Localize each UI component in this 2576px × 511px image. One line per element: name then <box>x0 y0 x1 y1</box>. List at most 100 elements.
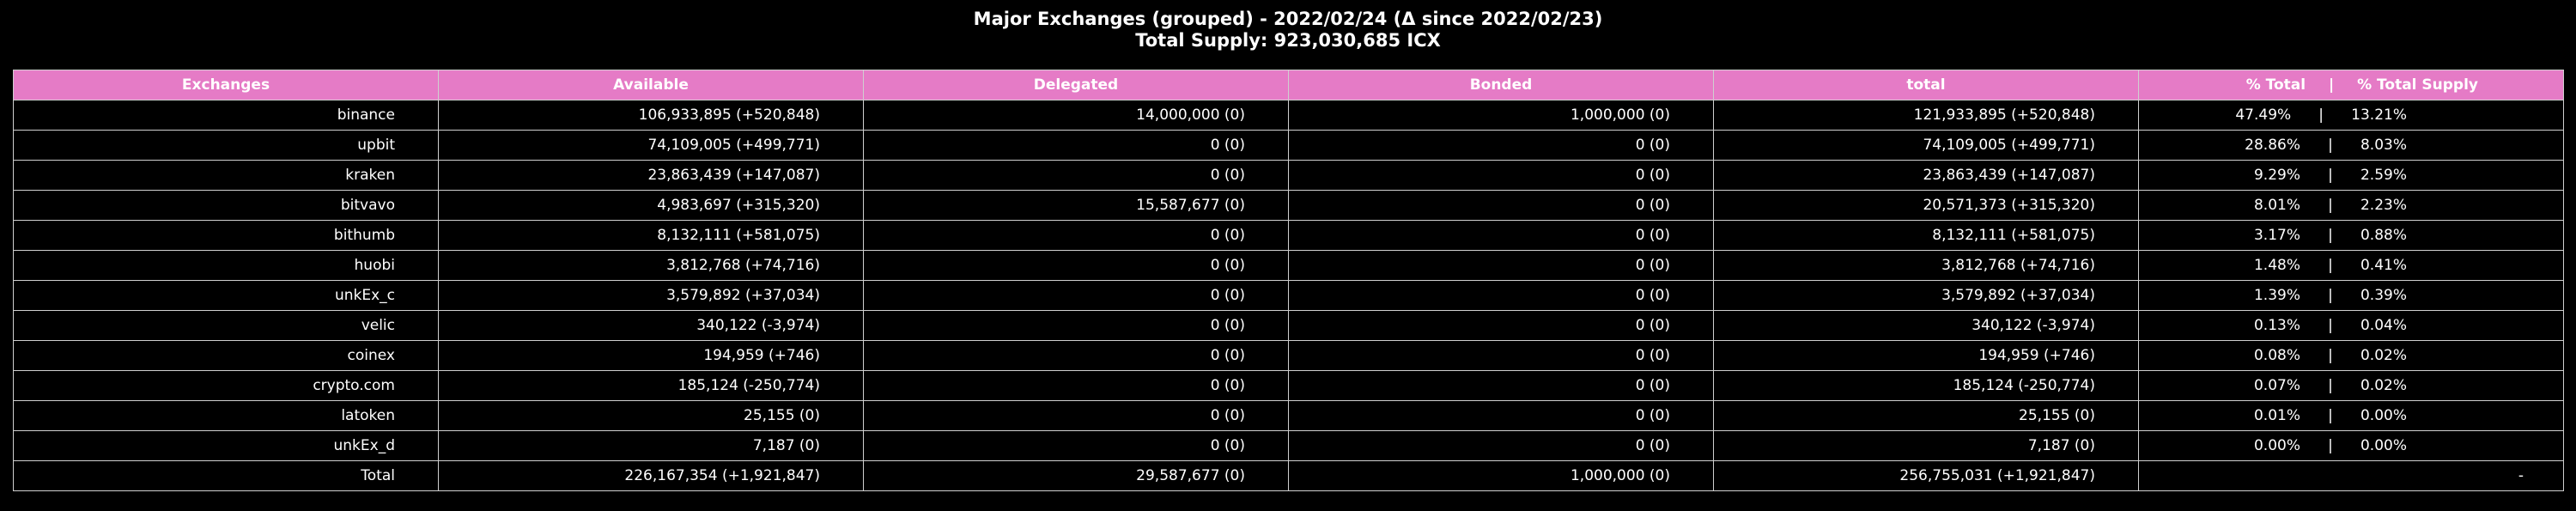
cell-pct-separator: | <box>2328 257 2333 274</box>
header-bonded: Bonded <box>1288 70 1714 100</box>
table-row: upbit 74,109,005 (+499,771) 0 (0) 0 (0) 74,1… <box>13 130 2564 161</box>
cell-pct-supply: 0.04% <box>2360 317 2407 334</box>
table-row: velic 340,122 (-3,974) 0 (0) 0 (0) 340,122 (… <box>13 310 2564 341</box>
header-percent: % Total | % Total Supply <box>2138 70 2564 100</box>
header-exchanges: Exchanges <box>13 70 439 100</box>
cell-pct-separator: | <box>2328 407 2333 424</box>
cell-total: 25,155 (0) <box>1713 400 2139 431</box>
cell-delegated: 0 (0) <box>863 370 1289 401</box>
cell-total: 8,132,111 (+581,075) <box>1713 220 2139 251</box>
cell-percent: 3.17% | 0.88% <box>2138 220 2564 251</box>
cell-pct-separator: | <box>2318 106 2324 124</box>
cell-name: bithumb <box>13 220 439 251</box>
cell-bonded: 0 (0) <box>1288 280 1714 311</box>
cell-total: 194,959 (+746) <box>1713 340 2139 371</box>
cell-available: 25,155 (0) <box>438 400 864 431</box>
table-body: binance 106,933,895 (+520,848) 14,000,000 … <box>13 100 2564 491</box>
exchanges-table: Exchanges Available Delegated Bonded tot… <box>13 70 2564 491</box>
chart-title-block: Major Exchanges (grouped) - 2022/02/24 (… <box>0 9 2576 52</box>
total-cell-delegated: 29,587,677 (0) <box>863 460 1289 491</box>
cell-available: 7,187 (0) <box>438 430 864 461</box>
table-row: latoken 25,155 (0) 0 (0) 0 (0) 25,155 (0) 0.0… <box>13 400 2564 431</box>
cell-percent: 0.08% | 0.02% <box>2138 340 2564 371</box>
cell-pct-supply: 0.41% <box>2360 257 2407 274</box>
cell-pct-supply: 0.00% <box>2360 407 2407 424</box>
cell-total: 23,863,439 (+147,087) <box>1713 160 2139 191</box>
cell-available: 340,122 (-3,974) <box>438 310 864 341</box>
cell-name: velic <box>13 310 439 341</box>
header-available: Available <box>438 70 864 100</box>
cell-delegated: 14,000,000 (0) <box>863 100 1289 131</box>
cell-name: huobi <box>13 250 439 281</box>
cell-available: 8,132,111 (+581,075) <box>438 220 864 251</box>
cell-bonded: 0 (0) <box>1288 220 1714 251</box>
chart-subtitle: Total Supply: 923,030,685 ICX <box>1135 30 1441 51</box>
table-row: crypto.com 185,124 (-250,774) 0 (0) 0 (0) 18… <box>13 370 2564 401</box>
cell-pct-supply: 0.02% <box>2360 347 2407 364</box>
total-cell-percent: - <box>2138 460 2564 491</box>
table-row: binance 106,933,895 (+520,848) 14,000,000 … <box>13 100 2564 131</box>
header-total: total <box>1713 70 2139 100</box>
cell-name: unkEx_d <box>13 430 439 461</box>
cell-delegated: 0 (0) <box>863 220 1289 251</box>
table-header-row: Exchanges Available Delegated Bonded tot… <box>13 70 2564 100</box>
cell-percent: 9.29% | 2.59% <box>2138 160 2564 191</box>
cell-pct-supply: 0.88% <box>2360 227 2407 244</box>
cell-percent: 1.48% | 0.41% <box>2138 250 2564 281</box>
chart-title: Major Exchanges (grouped) - 2022/02/24 (… <box>973 9 1603 29</box>
cell-available: 74,109,005 (+499,771) <box>438 130 864 161</box>
header-pct-supply: % Total Supply <box>2357 76 2478 94</box>
cell-pct-separator: | <box>2328 227 2333 244</box>
cell-name: latoken <box>13 400 439 431</box>
cell-percent: 0.00% | 0.00% <box>2138 430 2564 461</box>
cell-pct-total: 0.08% <box>2253 347 2300 364</box>
cell-name: binance <box>13 100 439 131</box>
cell-pct-total: 9.29% <box>2253 167 2300 184</box>
cell-pct-supply: 0.02% <box>2360 377 2407 394</box>
cell-name: crypto.com <box>13 370 439 401</box>
cell-total: 74,109,005 (+499,771) <box>1713 130 2139 161</box>
cell-available: 194,959 (+746) <box>438 340 864 371</box>
cell-total: 20,571,373 (+315,320) <box>1713 190 2139 221</box>
cell-total: 340,122 (-3,974) <box>1713 310 2139 341</box>
cell-pct-total: 0.00% <box>2253 437 2300 454</box>
table-row: unkEx_d 7,187 (0) 0 (0) 0 (0) 7,187 (0) 0.00%… <box>13 430 2564 461</box>
cell-pct-separator: | <box>2328 437 2333 454</box>
cell-total: 121,933,895 (+520,848) <box>1713 100 2139 131</box>
cell-pct-supply: 8.03% <box>2360 137 2407 154</box>
table-row: bithumb 8,132,111 (+581,075) 0 (0) 0 (0) 8,1… <box>13 220 2564 251</box>
table-row: unkEx_c 3,579,892 (+37,034) 0 (0) 0 (0) 3,57… <box>13 280 2564 311</box>
cell-delegated: 0 (0) <box>863 280 1289 311</box>
cell-pct-supply: 0.39% <box>2360 287 2407 304</box>
cell-available: 3,812,768 (+74,716) <box>438 250 864 281</box>
cell-delegated: 0 (0) <box>863 430 1289 461</box>
total-row: Total 226,167,354 (+1,921,847) 29,587,677 … <box>13 460 2564 491</box>
cell-delegated: 0 (0) <box>863 250 1289 281</box>
cell-delegated: 0 (0) <box>863 400 1289 431</box>
cell-pct-total: 0.07% <box>2253 377 2300 394</box>
cell-name: upbit <box>13 130 439 161</box>
cell-pct-total: 1.48% <box>2253 257 2300 274</box>
cell-total: 185,124 (-250,774) <box>1713 370 2139 401</box>
cell-available: 23,863,439 (+147,087) <box>438 160 864 191</box>
cell-percent: 0.07% | 0.02% <box>2138 370 2564 401</box>
cell-available: 3,579,892 (+37,034) <box>438 280 864 311</box>
cell-bonded: 0 (0) <box>1288 190 1714 221</box>
cell-delegated: 15,587,677 (0) <box>863 190 1289 221</box>
cell-pct-total: 1.39% <box>2253 287 2300 304</box>
header-delegated: Delegated <box>863 70 1289 100</box>
header-pct-total: % Total <box>2245 76 2306 94</box>
cell-delegated: 0 (0) <box>863 340 1289 371</box>
total-cell-total: 256,755,031 (+1,921,847) <box>1713 460 2139 491</box>
cell-percent: 1.39% | 0.39% <box>2138 280 2564 311</box>
cell-percent: 8.01% | 2.23% <box>2138 190 2564 221</box>
cell-pct-separator: | <box>2328 137 2333 154</box>
cell-pct-supply: 13.21% <box>2351 106 2407 124</box>
cell-bonded: 0 (0) <box>1288 370 1714 401</box>
cell-name: kraken <box>13 160 439 191</box>
cell-pct-supply: 2.59% <box>2360 167 2407 184</box>
cell-pct-separator: | <box>2328 377 2333 394</box>
cell-percent: 0.13% | 0.04% <box>2138 310 2564 341</box>
cell-pct-supply: 0.00% <box>2360 437 2407 454</box>
cell-total: 3,579,892 (+37,034) <box>1713 280 2139 311</box>
